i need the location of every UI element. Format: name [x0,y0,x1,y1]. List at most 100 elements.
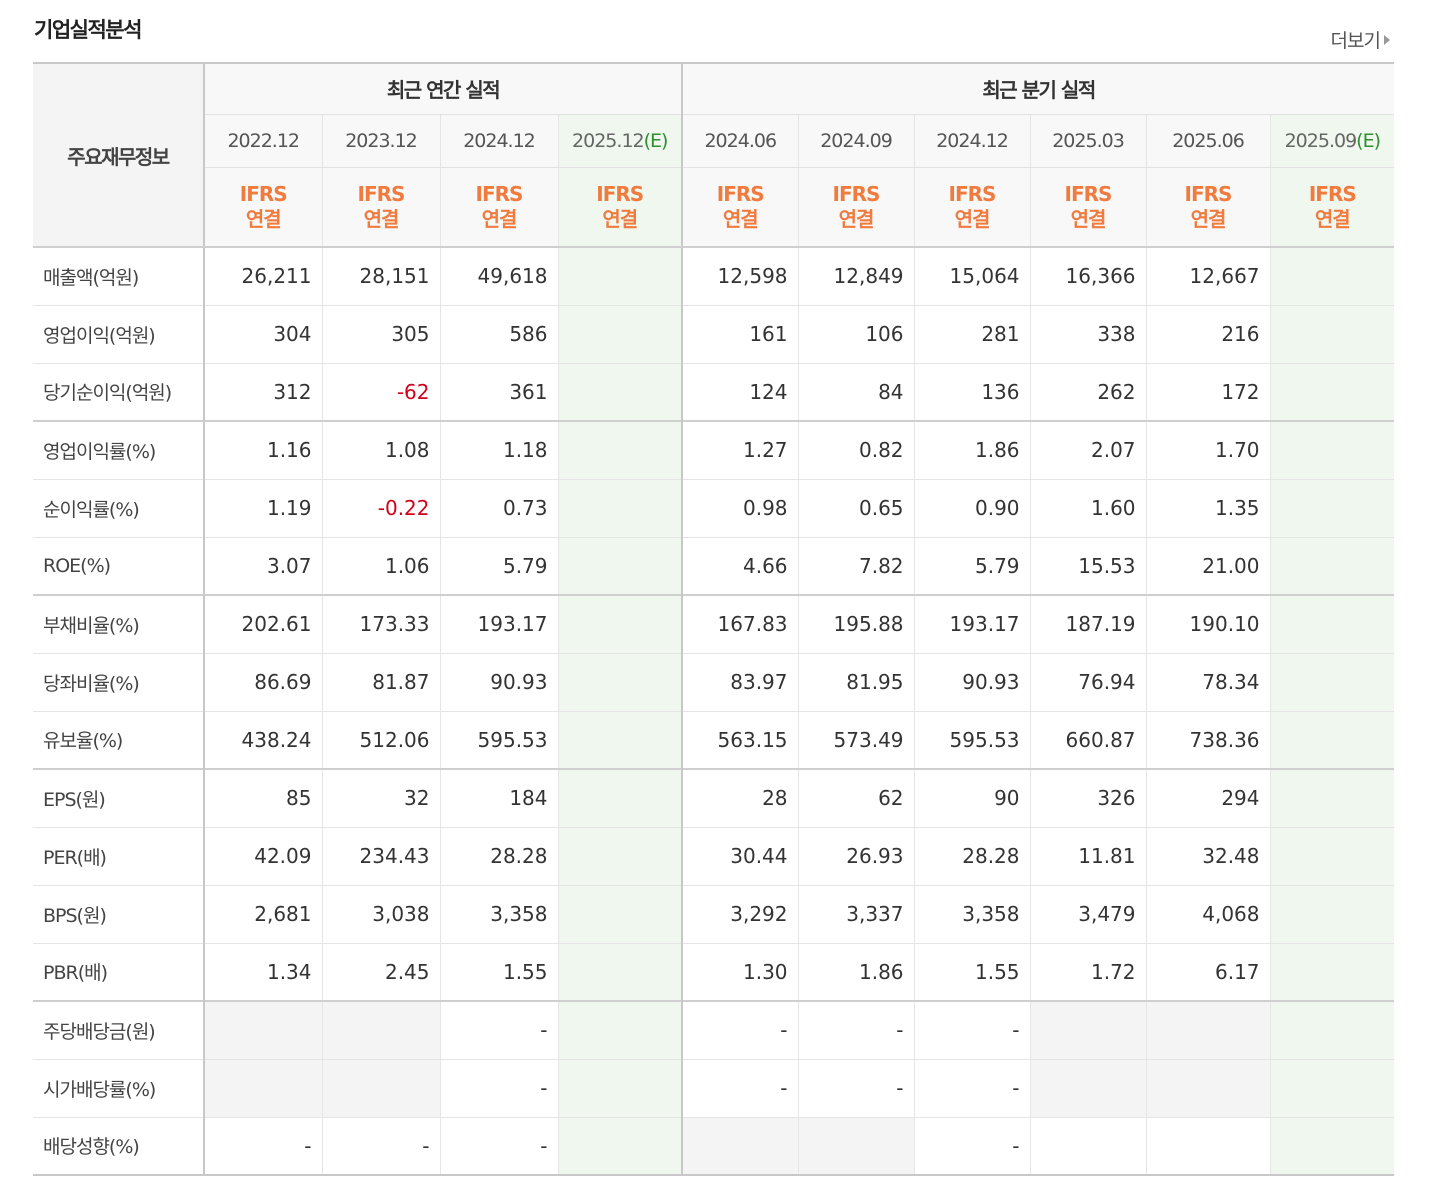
ifrs-label: IFRS [716,181,765,206]
accounting-basis-header[interactable]: IFRS 연결 [681,167,799,248]
period-label: 2024.12 [463,129,536,152]
value-cell [1269,943,1395,1002]
value-cell: 184 [439,768,558,828]
row-label: 시가배당률(%) [33,1059,204,1118]
value-cell [203,1059,322,1118]
row-label: 당기순이익(억원) [33,363,204,422]
period-label: 2025.06 [1172,129,1245,152]
ifrs-label: IFRS [357,181,406,206]
value-cell [557,943,683,1002]
value-cell: - [439,1117,558,1176]
row-label: 영업이익(억원) [33,305,204,364]
value-cell: 28.28 [913,827,1031,886]
value-cell: 195.88 [797,594,915,654]
accounting-basis-header[interactable]: IFRS 연결 [797,167,915,248]
value-cell: 136 [913,363,1031,422]
row-label: 배당성향(%) [33,1117,204,1176]
value-cell: 86.69 [203,653,322,712]
value-cell: - [681,1000,799,1060]
ifrs-label: IFRS [1308,181,1357,206]
value-cell: 573.49 [797,711,915,770]
value-cell: 0.73 [439,479,558,538]
accounting-basis-header[interactable]: IFRS 연결 [1029,167,1147,248]
accounting-basis-header[interactable]: IFRS 연결 [1145,167,1271,248]
value-cell [557,711,683,770]
value-cell [557,1000,683,1060]
period-header: 2022.12 [203,114,322,168]
consolidated-label: 연결 [602,206,638,231]
period-header: 2023.12 [321,114,440,168]
value-cell: 26.93 [797,827,915,886]
row-label: 순이익률(%) [33,479,204,538]
row-label: 주당배당금(원) [33,1000,204,1060]
consolidated-label: 연결 [722,206,759,231]
value-cell [1029,1059,1147,1118]
accounting-basis-header[interactable]: IFRS 연결 [321,167,440,248]
value-cell: 28.28 [439,827,558,886]
value-cell: - [203,1117,322,1176]
financial-summary-table: 주요재무정보 최근 연간 실적 최근 분기 실적 2022.12 2023.12 2… [33,62,1395,1176]
value-cell: 3.07 [203,537,322,596]
value-cell: 361 [439,363,558,422]
value-cell: - [321,1117,440,1176]
value-cell: 3,358 [439,885,558,944]
period-label: 2024.12 [936,129,1009,152]
value-cell [1269,420,1395,480]
value-cell [1145,1000,1271,1060]
annual-group-header: 최근 연간 실적 [202,62,683,115]
table-row: PBR(배) 1.34 2.45 1.55 1.30 1.86 1.55 1.72 6.17 [33,943,1395,1002]
value-cell: 6.17 [1145,943,1271,1002]
accounting-basis-header[interactable]: IFRS 연결 [557,167,683,248]
consolidated-label: 연결 [245,206,282,231]
value-cell [1269,247,1395,306]
row-label: 영업이익률(%) [33,420,204,480]
period-label: 2022.12 [227,129,300,152]
value-cell: 76.94 [1029,653,1147,712]
period-header: 2024.12 [913,114,1031,168]
row-label: 매출액(억원) [33,247,204,306]
period-header: 2025.06 [1145,114,1271,168]
value-cell: 0.90 [913,479,1031,538]
value-cell: 1.86 [797,943,915,1002]
period-header: 2024.12 [439,114,558,168]
row-label: 당좌비율(%) [33,653,204,712]
value-cell: 5.79 [439,537,558,596]
value-cell: 1.18 [439,420,558,480]
value-cell [557,885,683,944]
accounting-basis-header[interactable]: IFRS 연결 [913,167,1031,248]
value-cell: 1.06 [321,537,440,596]
value-cell: 660.87 [1029,711,1147,770]
value-cell: 161 [681,305,799,364]
value-cell: 12,667 [1145,247,1271,306]
value-cell: 173.33 [321,594,440,654]
value-cell [1269,827,1395,886]
value-cell: - [797,1059,915,1118]
value-cell: 1.16 [203,420,322,480]
value-cell: 28 [681,768,799,828]
row-label: PER(배) [33,827,204,886]
value-cell [1269,479,1395,538]
value-cell: 15.53 [1029,537,1147,596]
table-row: 영업이익률(%) 1.16 1.08 1.18 1.27 0.82 1.86 2.07 1.70 [33,420,1395,480]
value-cell: 62 [797,768,915,828]
accounting-basis-header[interactable]: IFRS 연결 [203,167,322,248]
table-row: 순이익률(%) 1.19 -0.22 0.73 0.98 0.65 0.90 1.60 1.35 [33,479,1395,538]
value-cell [1269,1117,1395,1176]
more-link[interactable]: 더보기 [1331,26,1390,53]
accounting-basis-header[interactable]: IFRS 연결 [1269,167,1395,248]
value-cell: 2,681 [203,885,322,944]
value-cell: 586 [439,305,558,364]
value-cell: 338 [1029,305,1147,364]
value-cell: 738.36 [1145,711,1271,770]
value-cell: 305 [321,305,440,364]
value-cell: 0.98 [681,479,799,538]
value-cell [557,768,683,828]
value-cell: 4,068 [1145,885,1271,944]
more-label: 더보기 [1330,30,1381,52]
ifrs-label: IFRS [475,181,524,206]
value-cell: 2.07 [1029,420,1147,480]
value-cell: 595.53 [913,711,1031,770]
ifrs-label: IFRS [1184,181,1233,206]
period-label: 2024.06 [704,129,777,152]
accounting-basis-header[interactable]: IFRS 연결 [439,167,558,248]
